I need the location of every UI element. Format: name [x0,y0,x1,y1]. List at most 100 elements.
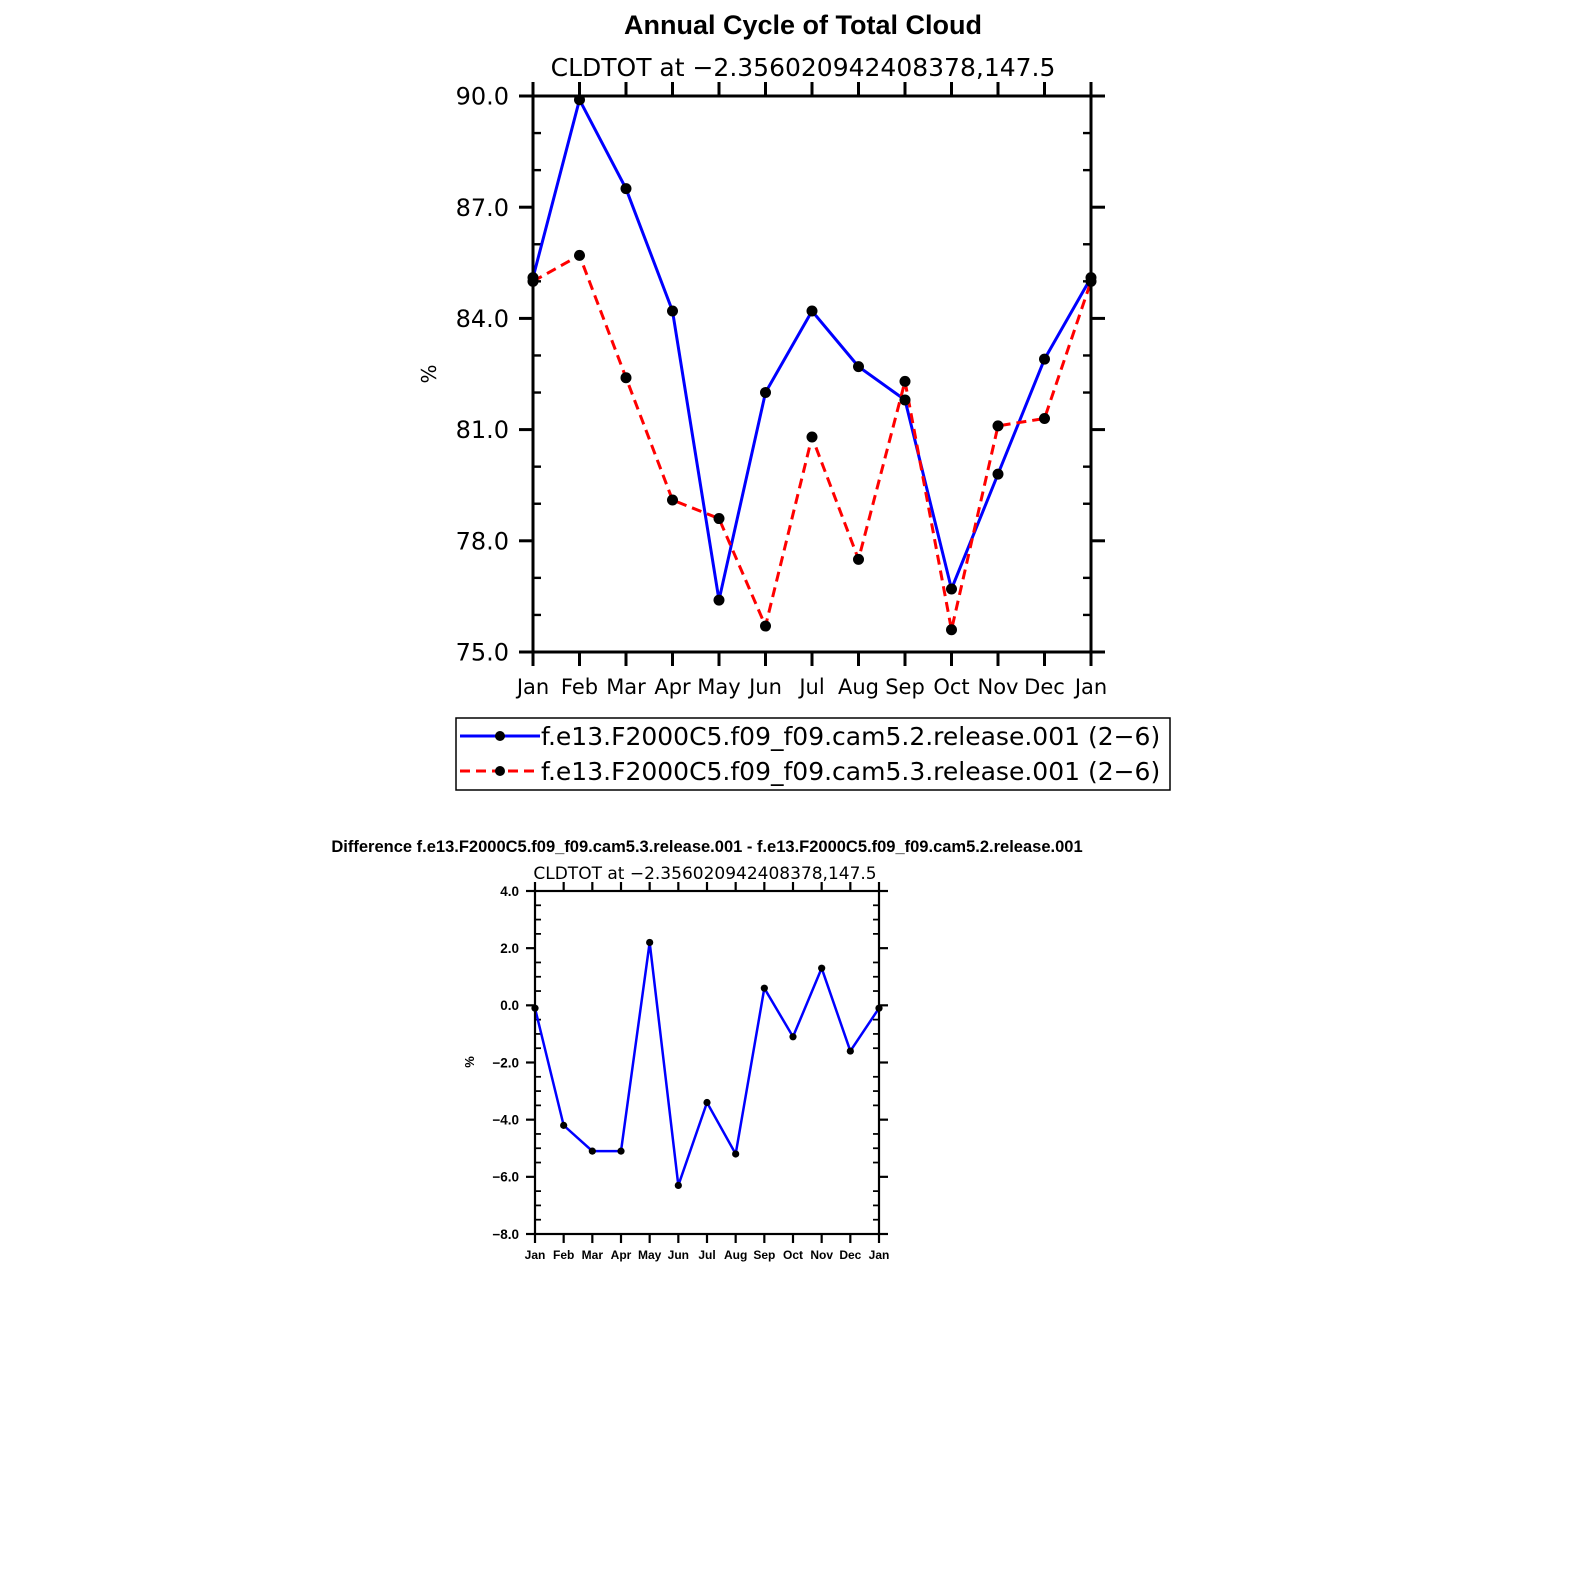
chart1-legend: f.e13.F2000C5.f09_f09.cam5.2.release.001… [455,717,1171,791]
series-0-point [667,305,678,317]
x-tick-label: Jun [747,675,782,699]
chart1-y-tick-labels: 75.0 78.0 81.0 84.0 87.0 90.0 [456,83,509,667]
x-tick-label: Sep [885,675,925,699]
series-1-point [667,494,678,506]
x-tick-label: Nov [978,675,1019,699]
x-tick-label: Aug [838,675,879,699]
series-0-point [760,984,768,992]
x-tick-label: Jun [668,1248,689,1262]
chart1-x-tick-labels: Jan Feb Mar Apr May Jun Jul Aug Sep Oct Nov Dec Jan [515,675,1107,699]
y-tick-label: 87.0 [456,194,509,222]
series-0-point [806,305,818,317]
series-0-point [818,964,826,972]
chart2-ticks [526,882,888,1243]
x-tick-label: May [697,675,740,699]
series-0-point [646,938,654,947]
chart1-ylabel: % [417,364,441,383]
chart2-series [531,938,883,1190]
y-tick-label: 84.0 [456,305,509,333]
x-tick-label: Jul [797,675,824,699]
x-tick-label: Mar [582,1248,604,1262]
legend-marker-cam53 [495,766,505,776]
series-0-point [703,1098,711,1107]
series-0-point [853,361,864,373]
chart1-subtitle: CLDTOT at −2.356020942408378,147.5 [551,53,1056,82]
x-tick-label: Nov [810,1248,833,1262]
legend-label-cam53: f.e13.F2000C5.f09_f09.cam5.3.release.001… [541,757,1160,786]
x-tick-label: May [638,1248,662,1262]
annual-cycle-chart: Annual Cycle of Total Cloud CLDTOT at −2… [417,10,1171,791]
chart2-ylabel: % [462,1056,477,1068]
series-0-point [560,1121,568,1129]
y-tick-label: 4.0 [500,884,519,899]
series-0-point [674,1181,682,1190]
chart1-ticks [519,82,1105,666]
series-0-point [620,183,632,195]
chart2-y-tick-labels: −8.0 −6.0 −4.0 −2.0 0.0 2.0 4.0 [492,884,519,1242]
series-line-0 [533,942,881,1186]
chart1-title: Annual Cycle of Total Cloud [624,10,982,40]
series-1-point [1039,412,1050,424]
series-0-point [588,1147,596,1155]
y-tick-label: −4.0 [492,1113,519,1128]
x-tick-label: Oct [933,675,969,699]
y-tick-label: 2.0 [500,941,519,956]
series-0-point [732,1150,740,1158]
x-tick-label: Oct [783,1248,803,1262]
y-tick-label: 0.0 [500,998,519,1013]
difference-chart: Difference f.e13.F2000C5.f09_f09.cam5.3.… [331,838,1082,1262]
chart2-x-tick-labels: Jan Feb Mar Apr May Jun Jul Aug Sep Oct Nov Dec Jan [525,1248,890,1262]
series-1-point [713,513,725,525]
series-line-0 [531,95,1093,601]
legend-box [455,717,1171,791]
y-tick-label: −2.0 [492,1055,519,1070]
y-tick-label: −6.0 [492,1170,519,1185]
chart1-series [527,94,1097,636]
series-0-point [713,594,725,606]
series-1-point [574,249,585,261]
chart2-title: Difference f.e13.F2000C5.f09_f09.cam5.3.… [331,838,1082,856]
y-tick-label: 90.0 [456,83,509,111]
series-0-point [617,1147,625,1155]
legend-marker-cam52 [495,731,505,741]
x-tick-label: Jul [698,1248,715,1262]
legend-entry-cam53: f.e13.F2000C5.f09_f09.cam5.3.release.001… [460,757,1160,786]
x-tick-label: Jan [869,1248,890,1262]
series-1-point [760,620,771,632]
chart2-plot-frame [533,889,881,1236]
series-0-point [899,394,911,406]
x-tick-label: Dec [1024,675,1065,699]
series-0-point [1039,353,1050,365]
x-tick-label: Aug [724,1248,747,1262]
series-1-point [806,431,818,443]
legend-entry-cam52: f.e13.F2000C5.f09_f09.cam5.2.release.001… [460,722,1160,751]
x-tick-label: Apr [611,1248,632,1262]
x-tick-label: Jan [515,675,549,699]
chart2-subtitle: CLDTOT at −2.356020942408378,147.5 [533,864,876,884]
x-tick-label: Jan [1073,675,1107,699]
x-tick-label: Jan [525,1248,546,1262]
x-tick-label: Apr [654,675,691,699]
x-tick-label: Sep [753,1248,775,1262]
series-1-point [899,375,911,387]
series-0-point [946,583,957,595]
series-0-point [789,1033,797,1041]
series-1-point [992,420,1004,432]
legend-label-cam52: f.e13.F2000C5.f09_f09.cam5.2.release.001… [541,722,1160,751]
chart1-plot-frame [531,94,1093,654]
series-1-point [853,553,864,565]
series-0-point [992,468,1004,480]
y-tick-label: 81.0 [456,416,509,444]
x-tick-label: Dec [839,1248,861,1262]
series-0-point [760,387,771,399]
y-tick-label: 78.0 [456,527,509,555]
series-1-point [946,624,957,636]
x-tick-label: Mar [606,675,646,699]
y-tick-label: −8.0 [492,1227,519,1242]
series-0-point [846,1047,854,1055]
x-tick-label: Feb [553,1248,574,1262]
x-tick-label: Feb [561,675,598,699]
y-tick-label: 75.0 [456,639,509,667]
series-1-point [620,372,632,384]
